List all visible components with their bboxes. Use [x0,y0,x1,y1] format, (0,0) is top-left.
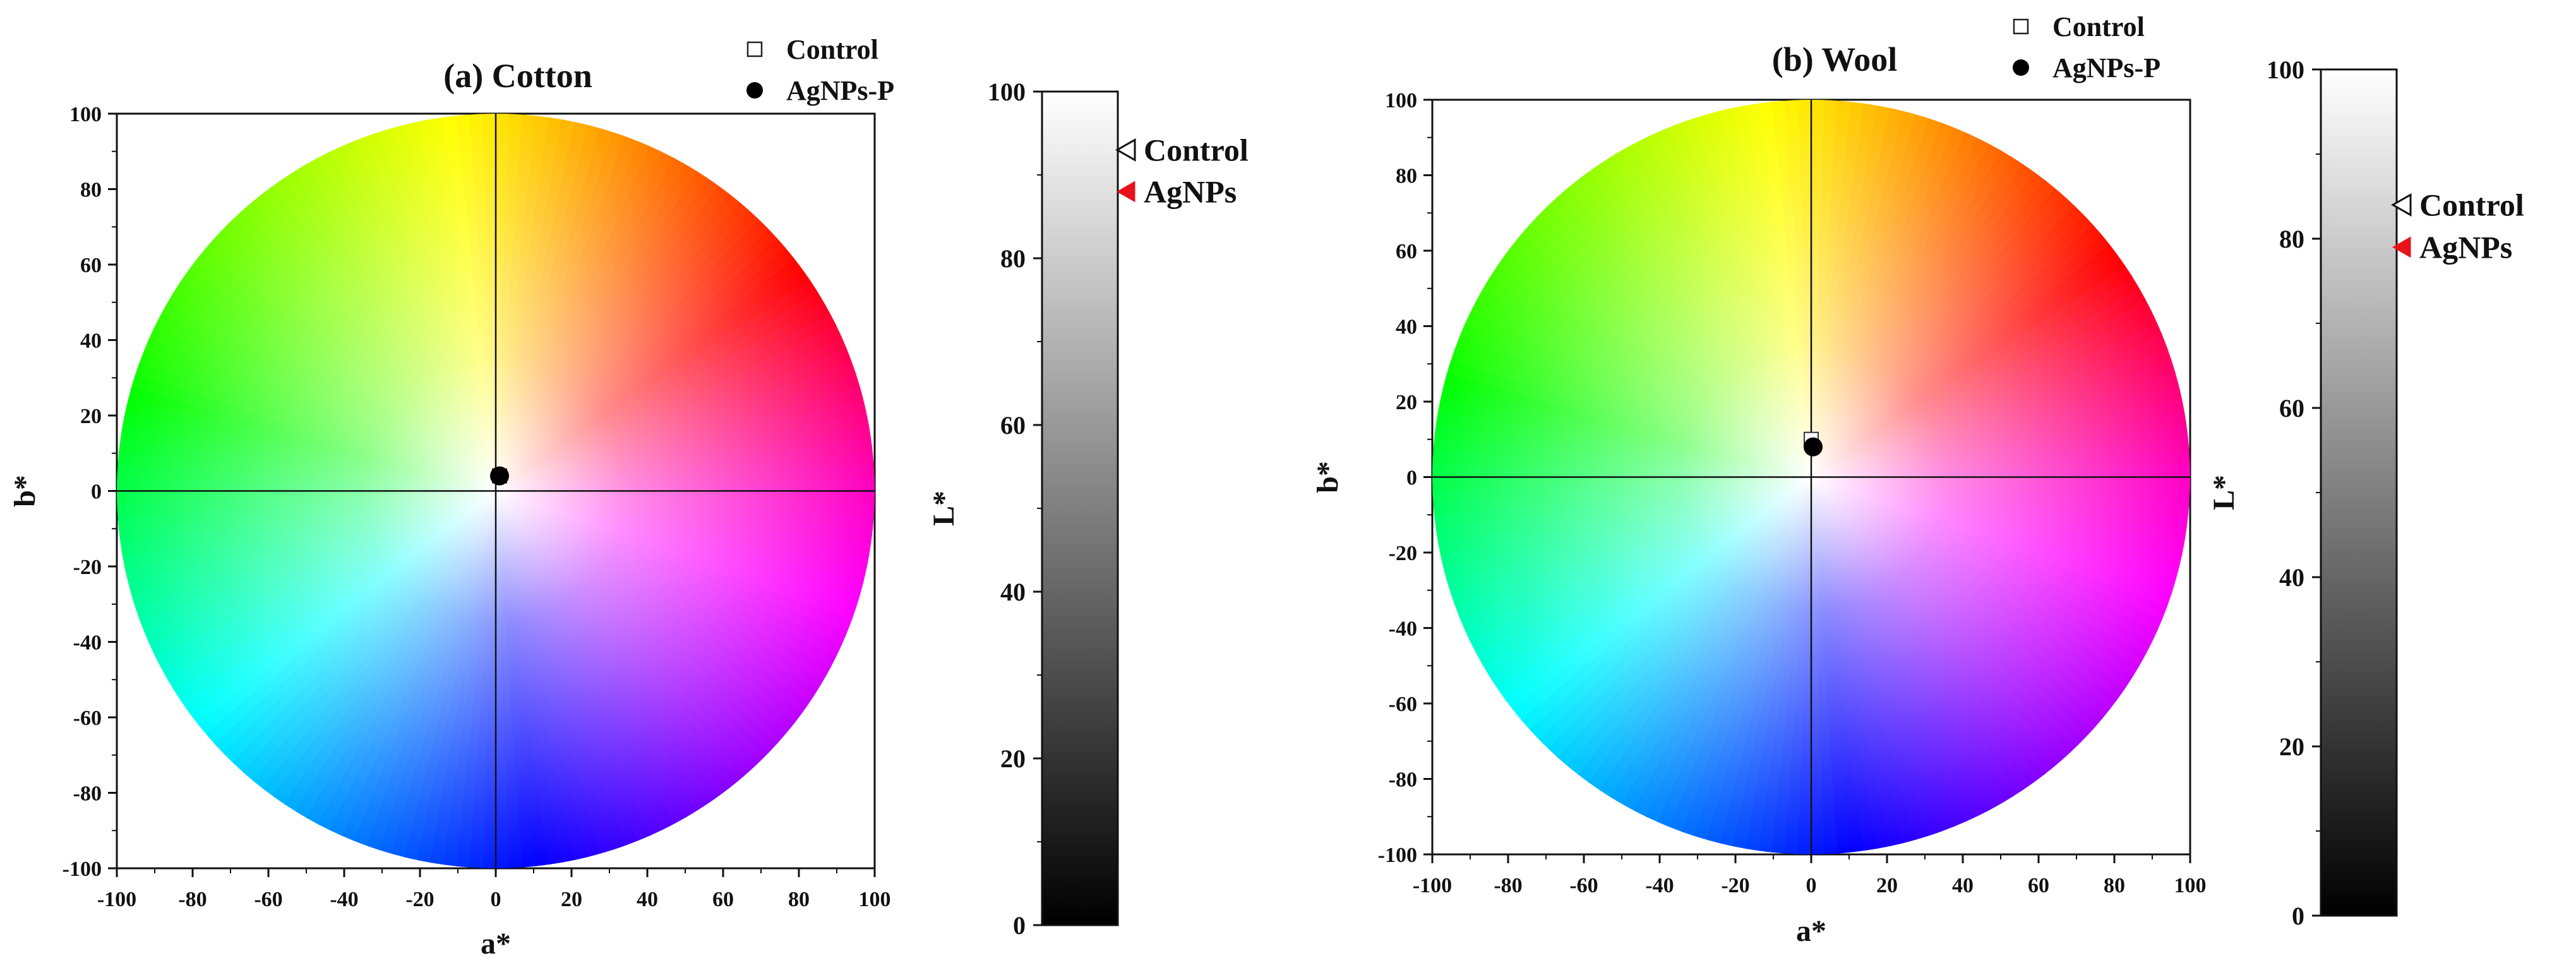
lbar-agnps-label: AgNPs [1144,174,1237,209]
lbar-tick-label: 0 [1013,911,1026,940]
x-tick-label: 80 [2104,874,2125,897]
lbar-tick-label: 60 [2279,394,2304,422]
x-tick-label: 100 [859,888,891,911]
x-tick-label: -60 [254,888,282,911]
y-tick-label: 20 [80,405,102,428]
legend-agnps-marker [2013,59,2029,76]
x-tick-label: 80 [788,888,810,911]
y-tick-label: 40 [1396,316,1417,339]
y-tick-label: -100 [1378,844,1417,867]
y-tick-label: -40 [1389,618,1417,641]
y-tick-label: -60 [73,707,102,730]
x-axis-title: a* [481,927,511,960]
y-tick-label: 100 [1385,89,1417,112]
x-tick-label: 40 [1952,874,1974,897]
plot-title: (a) Cotton [443,57,592,95]
lbar-control-label: Control [1144,132,1249,167]
y-tick-label: -80 [73,782,102,806]
lbar-tick-label: 80 [2279,225,2304,253]
lbar-tick-label: 20 [2279,733,2304,761]
x-tick-label: 20 [561,888,582,911]
x-tick-label: -20 [405,888,434,911]
lightness-axis-title: L* [927,491,961,526]
lbar-tick-label: 100 [2267,56,2304,84]
lbar-tick-label: 100 [988,78,1026,106]
y-tick-label: -80 [1389,769,1417,792]
x-tick-label: 40 [637,888,658,911]
y-tick-label: 20 [1396,391,1417,414]
y-tick-label: 0 [91,481,102,504]
hue-wheel [117,114,875,868]
y-tick-label: 60 [1396,240,1417,263]
y-axis-title: b* [1311,461,1345,493]
point-agnps [490,466,509,486]
y-tick-label: 0 [1406,467,1417,490]
lbar-tick-label: 40 [2279,563,2304,592]
x-tick-label: 100 [2174,874,2207,897]
lbar-tick-label: 60 [1000,411,1026,440]
y-tick-label: 100 [69,103,102,126]
lbar-agnps-triangle [2392,236,2411,258]
plot-title: (b) Wool [1772,40,1898,78]
lbar-tick-label: 20 [1000,745,1026,773]
y-tick-label: 40 [80,330,102,353]
x-tick-label: 0 [1806,874,1817,897]
legend-agnps-label: AgNPs-P [2052,52,2160,83]
hue-wheel [1432,100,2190,854]
x-tick-label: -80 [178,888,207,911]
lightness-axis-title: L* [2207,475,2241,510]
lbar-control-triangle [1115,138,1136,162]
x-tick-label: -100 [97,888,136,911]
x-tick-label: 60 [2028,874,2049,897]
y-tick-label: 60 [80,254,102,277]
panel-a-cotton: -100 -80 -60 -40 -20 0 20 40 60 80 100 -100 -80 -60 -4… [8,34,1249,960]
legend-agnps-label: AgNPs-P [786,75,894,106]
lbar-control-triangle [2390,193,2412,217]
lbar-agnps-triangle [1116,181,1135,203]
legend-control-marker [2013,18,2029,35]
lbar-tick-label: 40 [1000,578,1026,606]
x-tick-label: 0 [491,888,501,911]
legend-agnps-marker [746,82,763,99]
x-axis-title: a* [1796,914,1826,948]
x-tick-label: -20 [1721,874,1749,897]
x-tick-label: -40 [1645,874,1674,897]
point-agnps [1804,437,1823,457]
lbar-agnps-label: AgNPs [2419,229,2512,265]
y-tick-label: -20 [1389,542,1417,565]
panel-b-wool: -100 -80 -60 -40 -20 0 20 40 60 80 100 -100 -80 -60 -4… [1311,11,2524,948]
x-tick-label: -100 [1413,874,1452,897]
y-tick-label: -20 [73,556,102,579]
lbar-tick-label: 0 [2292,902,2304,930]
lbar-tick-label: 80 [1000,244,1026,273]
x-tick-label: 60 [712,888,734,911]
x-tick-label: -60 [1569,874,1598,897]
y-tick-label: 80 [80,179,102,202]
x-tick-label: -40 [330,888,358,911]
x-tick-label: -80 [1494,874,1522,897]
y-tick-label: -40 [73,631,102,655]
legend-control-label: Control [786,34,878,65]
y-axis-title: b* [8,475,42,507]
y-tick-label: -60 [1389,693,1417,716]
y-tick-label: -100 [63,858,102,881]
lightness-bar [2320,68,2398,917]
lbar-control-label: Control [2419,187,2524,222]
legend-control-marker [746,41,763,57]
x-tick-label: 20 [1876,874,1898,897]
lightness-bar [1041,90,1119,926]
y-tick-label: 80 [1396,165,1417,188]
legend-control-label: Control [2052,11,2145,42]
